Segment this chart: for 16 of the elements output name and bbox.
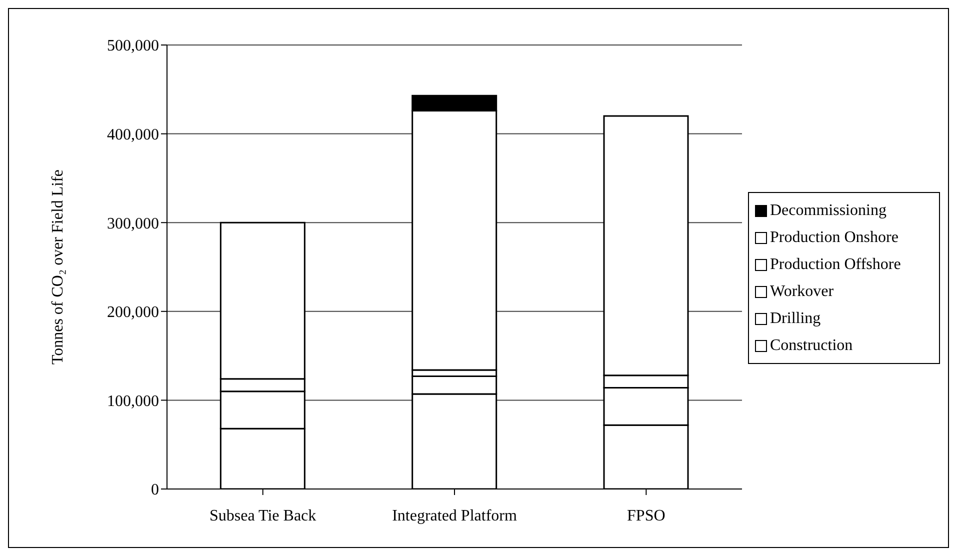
y-tick-label: 400,000 [107,126,159,144]
y-tick-label: 500,000 [107,38,159,55]
x-tick-label: Integrated Platform [392,507,518,524]
y-tick-label: 200,000 [107,304,159,322]
x-tick-label: FPSO [627,507,666,524]
legend-label: Production Offshore [770,256,901,274]
y-axis-title: Tonnes of CO₂ over Field Life [50,169,67,365]
legend-label: Production Onshore [770,228,898,246]
x-tick-label: Subsea Tie Back [209,507,316,524]
y-tick-label: 0 [151,482,159,499]
legend-label: Drilling [770,310,821,328]
legend-label: Construction [770,336,853,354]
legend-label: Decommissioning [770,202,886,220]
legend-label: Workover [770,282,834,300]
y-tick-label: 100,000 [107,392,159,410]
y-tick-label: 300,000 [107,215,159,232]
